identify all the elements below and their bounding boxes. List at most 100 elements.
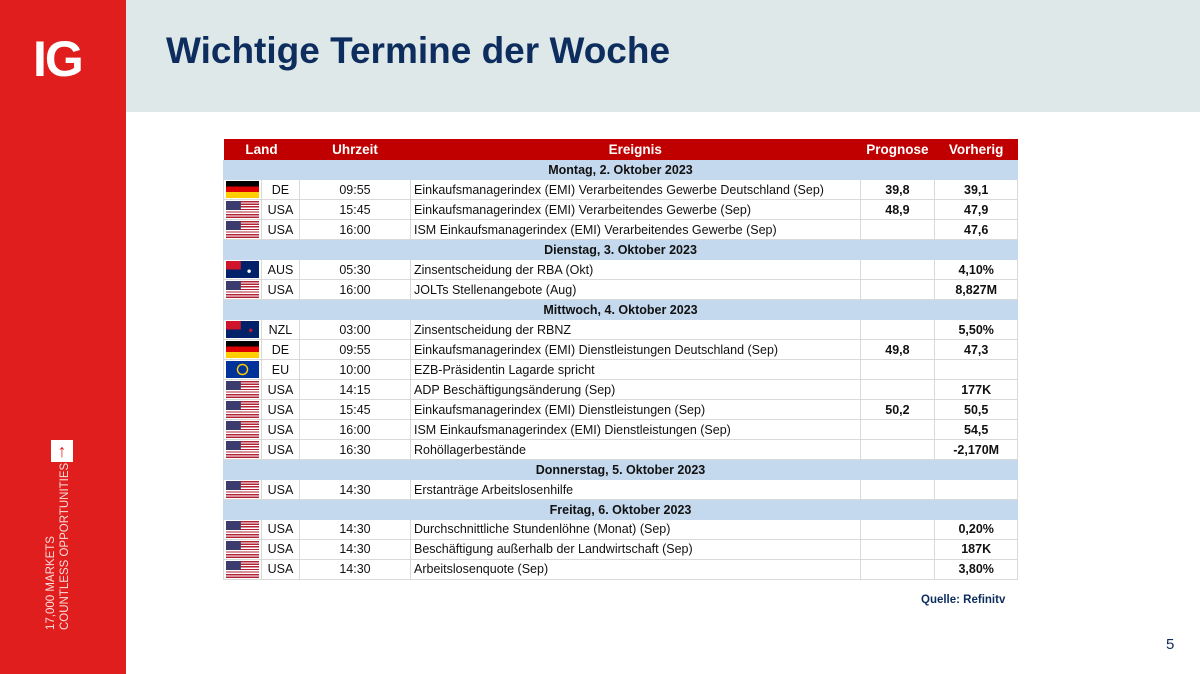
vorherig-cell <box>934 479 1018 501</box>
table-row: USA 16:30 Rohöllagerbestände -2,170M <box>223 439 1018 461</box>
flag-us-icon <box>226 441 259 459</box>
table-row: USA 15:45 Einkaufsmanagerindex (EMI) Ver… <box>223 199 1018 221</box>
sidebar: IG ↑ 17,000 MARKETS COUNTLESS OPPORTUNIT… <box>0 0 126 674</box>
event-cell: Einkaufsmanagerindex (EMI) Verarbeitende… <box>410 179 861 201</box>
table-row: USA 14:30 Arbeitslosenquote (Sep) 3,80% <box>223 558 1018 580</box>
flag-us-icon <box>226 201 259 219</box>
vorherig-cell: 4,10% <box>934 259 1018 281</box>
land-cell: USA <box>261 279 300 301</box>
event-cell: Einkaufsmanagerindex (EMI) Dienstleistun… <box>410 339 861 361</box>
vorherig-cell: 3,80% <box>934 558 1018 580</box>
prognose-cell: 48,9 <box>859 199 936 221</box>
vorherig-cell: 54,5 <box>934 419 1018 441</box>
page-number: 5 <box>1166 636 1175 653</box>
time-cell: 03:00 <box>298 319 412 341</box>
prognose-cell <box>859 319 936 341</box>
land-cell: USA <box>261 518 300 540</box>
col-prognose: Prognose <box>860 139 935 160</box>
land-cell: DE <box>261 339 300 361</box>
prognose-cell: 39,8 <box>859 179 936 201</box>
vorherig-cell: -2,170M <box>934 439 1018 461</box>
table-row: AUS 05:30 Zinsentscheidung der RBA (Okt)… <box>223 259 1018 281</box>
flag-cell <box>223 538 262 560</box>
vorherig-cell: 39,1 <box>934 179 1018 201</box>
time-cell: 16:00 <box>298 219 412 241</box>
time-cell: 10:00 <box>298 359 412 381</box>
flag-nz-icon <box>226 321 259 339</box>
time-cell: 15:45 <box>298 399 412 421</box>
table-row: EU 10:00 EZB-Präsidentin Lagarde spricht <box>223 359 1018 381</box>
flag-cell <box>223 439 262 461</box>
flag-us-icon <box>226 560 259 578</box>
land-cell: USA <box>261 558 300 580</box>
event-cell: Erstanträge Arbeitslosenhilfe <box>410 479 861 501</box>
event-cell: EZB-Präsidentin Lagarde spricht <box>410 359 861 381</box>
flag-cell <box>223 319 262 341</box>
tagline: 17,000 MARKETS COUNTLESS OPPORTUNITIES <box>44 463 72 630</box>
col-land: Land <box>223 139 300 160</box>
vorherig-cell: 177K <box>934 379 1018 401</box>
time-cell: 09:55 <box>298 179 412 201</box>
page-title: Wichtige Termine der Woche <box>166 30 671 71</box>
col-ereignis: Ereignis <box>410 139 861 160</box>
col-vorherig: Vorherig <box>934 139 1018 160</box>
header-band: Wichtige Termine der Woche <box>126 0 1200 112</box>
flag-us-icon <box>226 481 259 499</box>
table-row: USA 14:30 Erstanträge Arbeitslosenhilfe <box>223 479 1018 501</box>
time-cell: 14:30 <box>298 518 412 540</box>
vorherig-cell: 50,5 <box>934 399 1018 421</box>
land-cell: USA <box>261 199 300 221</box>
arrow-up-icon: ↑ <box>51 440 73 462</box>
land-cell: USA <box>261 419 300 441</box>
prognose-cell <box>859 479 936 501</box>
land-cell: USA <box>261 379 300 401</box>
time-cell: 05:30 <box>298 259 412 281</box>
vorherig-cell: 47,9 <box>934 199 1018 221</box>
land-cell: USA <box>261 399 300 421</box>
vorherig-cell: 5,50% <box>934 319 1018 341</box>
time-cell: 16:30 <box>298 439 412 461</box>
day-header-row: Freitag, 6. Oktober 2023 <box>223 499 1018 520</box>
prognose-cell <box>859 259 936 281</box>
table-row: USA 14:30 Durchschnittliche Stundenlöhne… <box>223 518 1018 540</box>
flag-us-icon <box>226 540 259 558</box>
land-cell: NZL <box>261 319 300 341</box>
day-label: Donnerstag, 5. Oktober 2023 <box>223 459 1018 481</box>
flag-cell <box>223 179 262 201</box>
land-cell: AUS <box>261 259 300 281</box>
table-row: DE 09:55 Einkaufsmanagerindex (EMI) Vera… <box>223 179 1018 201</box>
flag-eu-icon <box>226 361 259 379</box>
day-label: Dienstag, 3. Oktober 2023 <box>223 239 1018 261</box>
day-header-row: Mittwoch, 4. Oktober 2023 <box>223 299 1018 321</box>
table-header: Land Uhrzeit Ereignis Prognose Vorherig <box>223 139 1018 160</box>
time-cell: 14:30 <box>298 538 412 560</box>
flag-us-icon <box>226 520 259 538</box>
flag-cell <box>223 399 262 421</box>
vorherig-cell: 0,20% <box>934 518 1018 540</box>
table-row: USA 16:00 ISM Einkaufsmanagerindex (EMI)… <box>223 219 1018 241</box>
event-cell: JOLTs Stellenangebote (Aug) <box>410 279 861 301</box>
event-cell: Einkaufsmanagerindex (EMI) Dienstleistun… <box>410 399 861 421</box>
event-cell: Zinsentscheidung der RBNZ <box>410 319 861 341</box>
prognose-cell: 50,2 <box>859 399 936 421</box>
event-cell: Zinsentscheidung der RBA (Okt) <box>410 259 861 281</box>
event-cell: ISM Einkaufsmanagerindex (EMI) Verarbeit… <box>410 219 861 241</box>
flag-us-icon <box>226 281 259 299</box>
flag-cell <box>223 339 262 361</box>
day-label: Freitag, 6. Oktober 2023 <box>223 499 1018 520</box>
event-cell: ADP Beschäftigungsänderung (Sep) <box>410 379 861 401</box>
events-table: Land Uhrzeit Ereignis Prognose Vorherig … <box>223 139 1018 580</box>
tagline-opportunities: COUNTLESS OPPORTUNITIES <box>59 462 71 630</box>
land-cell: USA <box>261 538 300 560</box>
prognose-cell <box>859 279 936 301</box>
event-cell: Beschäftigung außerhalb der Landwirtscha… <box>410 538 861 560</box>
time-cell: 16:00 <box>298 419 412 441</box>
prognose-cell <box>859 379 936 401</box>
day-header-row: Montag, 2. Oktober 2023 <box>223 159 1018 181</box>
source-note: Quelle: Refinitv <box>921 594 1006 606</box>
table-row: USA 14:15 ADP Beschäftigungsänderung (Se… <box>223 379 1018 401</box>
day-label: Montag, 2. Oktober 2023 <box>223 159 1018 181</box>
flag-cell <box>223 419 262 441</box>
vorherig-cell: 47,6 <box>934 219 1018 241</box>
flag-cell <box>223 558 262 580</box>
